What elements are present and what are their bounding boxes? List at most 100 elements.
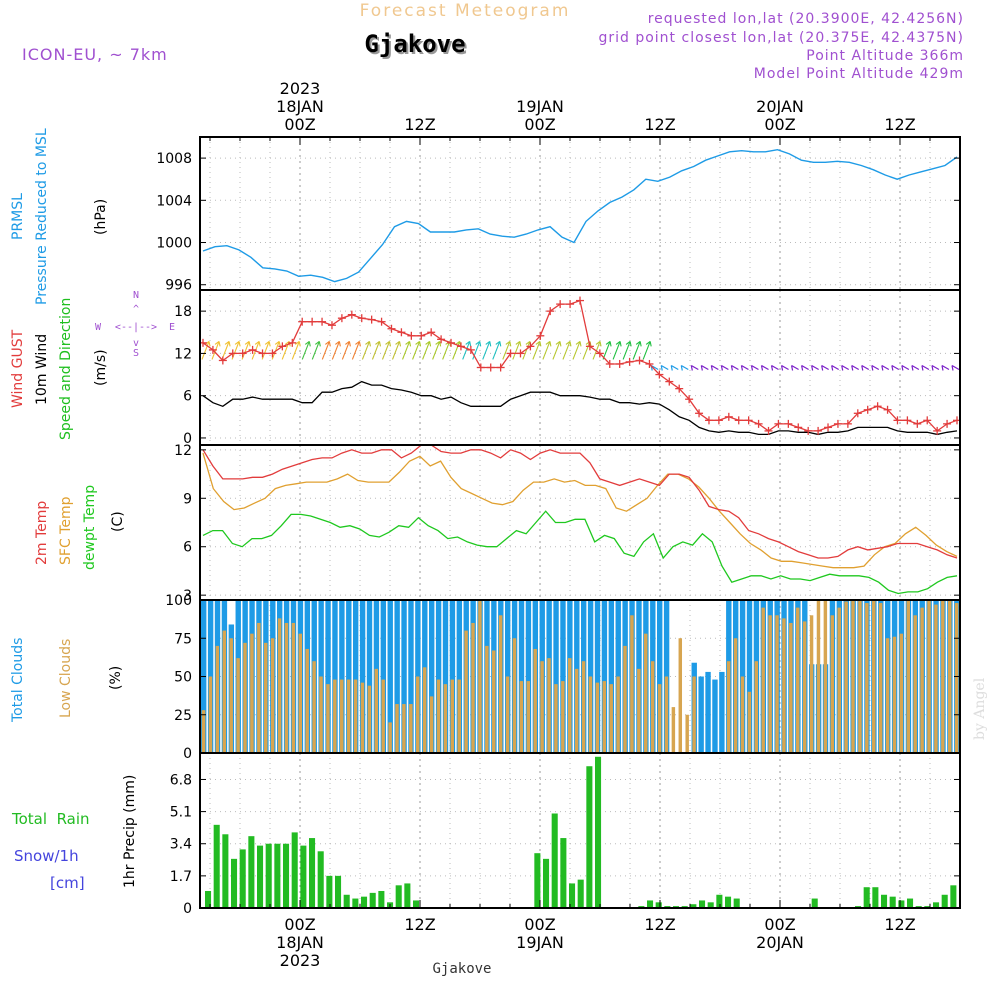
precip-bar — [881, 894, 888, 908]
wind-barb — [645, 340, 651, 345]
total-cloud-bar — [408, 600, 414, 753]
wind-barb — [492, 341, 501, 360]
temp-units: (C) — [110, 511, 126, 532]
precip-bar — [699, 900, 706, 908]
wind-barb — [432, 341, 441, 360]
y-tick-label: 18 — [174, 304, 192, 320]
low-cloud-bar — [554, 684, 558, 753]
low-cloud-bar — [229, 638, 233, 753]
precip-bar — [231, 858, 238, 908]
sfc-temp-line — [202, 452, 958, 569]
total-cloud-bar — [705, 671, 711, 753]
precip-bar — [404, 883, 411, 908]
y-tick-label: 3 — [183, 588, 192, 604]
low-cloud-bar — [568, 658, 572, 753]
low-cloud-bar — [851, 600, 855, 753]
low-cloud-bar — [346, 679, 351, 753]
low-cloud-bar — [782, 618, 786, 753]
compass-rose: N W E S <--|--> ^ v — [95, 290, 175, 359]
precip-bar — [863, 887, 870, 908]
wind-barb — [535, 340, 541, 345]
low-cloud-bar — [609, 684, 613, 753]
wind-barb — [465, 340, 471, 345]
wind-barb — [254, 340, 260, 345]
wind-barb — [612, 341, 621, 360]
grid-layer — [200, 137, 960, 909]
compass-w: W — [95, 322, 102, 333]
total-cloud-bar — [353, 600, 359, 753]
low-cloud-bar — [816, 600, 821, 753]
wind-barb — [234, 340, 240, 345]
low-cloud-bar — [637, 668, 641, 753]
low-cloud-bar — [650, 661, 655, 753]
sfc-temp-label: SFC Temp — [58, 496, 74, 565]
y-tick-label: 25 — [174, 708, 192, 724]
y-tick-label: 6 — [183, 540, 192, 556]
wind-barb — [750, 365, 754, 371]
wind-barb — [381, 341, 390, 360]
top-time-label: 20JAN — [756, 97, 804, 116]
marks-layer — [199, 148, 961, 908]
low-clouds-label: Low Clouds — [58, 639, 74, 718]
low-cloud-bar — [298, 633, 303, 753]
precip-bar — [655, 902, 662, 908]
low-cloud-bar — [941, 600, 945, 753]
wind-barb — [791, 364, 799, 371]
compass-horizontal-arrow: <--|--> — [115, 322, 157, 333]
total-cloud-bar — [553, 600, 559, 753]
wind-barb — [228, 341, 231, 347]
y-tick-label: 996 — [165, 278, 192, 294]
wind-barb — [730, 365, 734, 371]
pressure-label-1: PRMSL — [10, 193, 26, 240]
wind-barb — [639, 341, 642, 347]
wind-barb — [941, 364, 950, 371]
wind-barb — [264, 340, 270, 345]
wind-barb — [811, 364, 819, 371]
wind-barb — [248, 341, 251, 347]
precip-bar — [265, 843, 272, 908]
low-cloud-bar — [291, 622, 296, 753]
low-cloud-bar — [830, 615, 835, 753]
wind-barb — [575, 340, 581, 345]
wind-barb — [881, 364, 890, 371]
y-tick-label: 100 — [165, 593, 192, 609]
low-cloud-bar — [547, 658, 551, 753]
precip-bar — [378, 890, 385, 908]
wind-barb — [861, 365, 864, 371]
precip-bar — [586, 766, 593, 908]
precip-bar — [343, 894, 350, 908]
wind-barb — [395, 340, 400, 345]
precip-bar — [369, 892, 376, 908]
chart-title-shadow: Gjakove — [366, 32, 467, 60]
low-cloud-bar — [540, 661, 544, 753]
snow-units: [cm] — [50, 874, 85, 892]
rain-label: Total Rain — [11, 810, 90, 828]
total-cloud-bar — [560, 600, 566, 753]
wind-barb — [328, 341, 331, 347]
wind-barb — [338, 341, 341, 347]
wind-barb — [371, 341, 380, 360]
total-cloud-bar — [657, 600, 663, 753]
wind-barb — [351, 341, 360, 360]
low-cloud-bar — [948, 600, 952, 753]
dewpt-label: dewpt Temp — [82, 485, 98, 570]
total-cloud-bar — [394, 600, 400, 753]
precip-bar — [569, 883, 576, 908]
low-cloud-bar — [574, 668, 579, 753]
info-line-3: Point Altitude 366m — [806, 48, 964, 64]
wind-barb — [781, 364, 789, 371]
low-cloud-bar — [284, 622, 289, 753]
info-line-4: Model Point Altitude 429m — [754, 66, 964, 82]
wind-barb — [911, 365, 914, 371]
low-cloud-bar — [478, 600, 482, 753]
low-cloud-bar — [450, 679, 455, 753]
wind-barb — [238, 341, 241, 347]
low-cloud-bar — [747, 691, 752, 753]
wind-barb — [244, 340, 250, 345]
low-cloud-bar — [236, 658, 240, 753]
wind-barb — [509, 341, 512, 347]
low-cloud-bar — [837, 607, 841, 753]
low-cloud-bar — [920, 607, 924, 753]
wind-barb — [642, 341, 651, 360]
compass-s: S — [133, 348, 139, 359]
